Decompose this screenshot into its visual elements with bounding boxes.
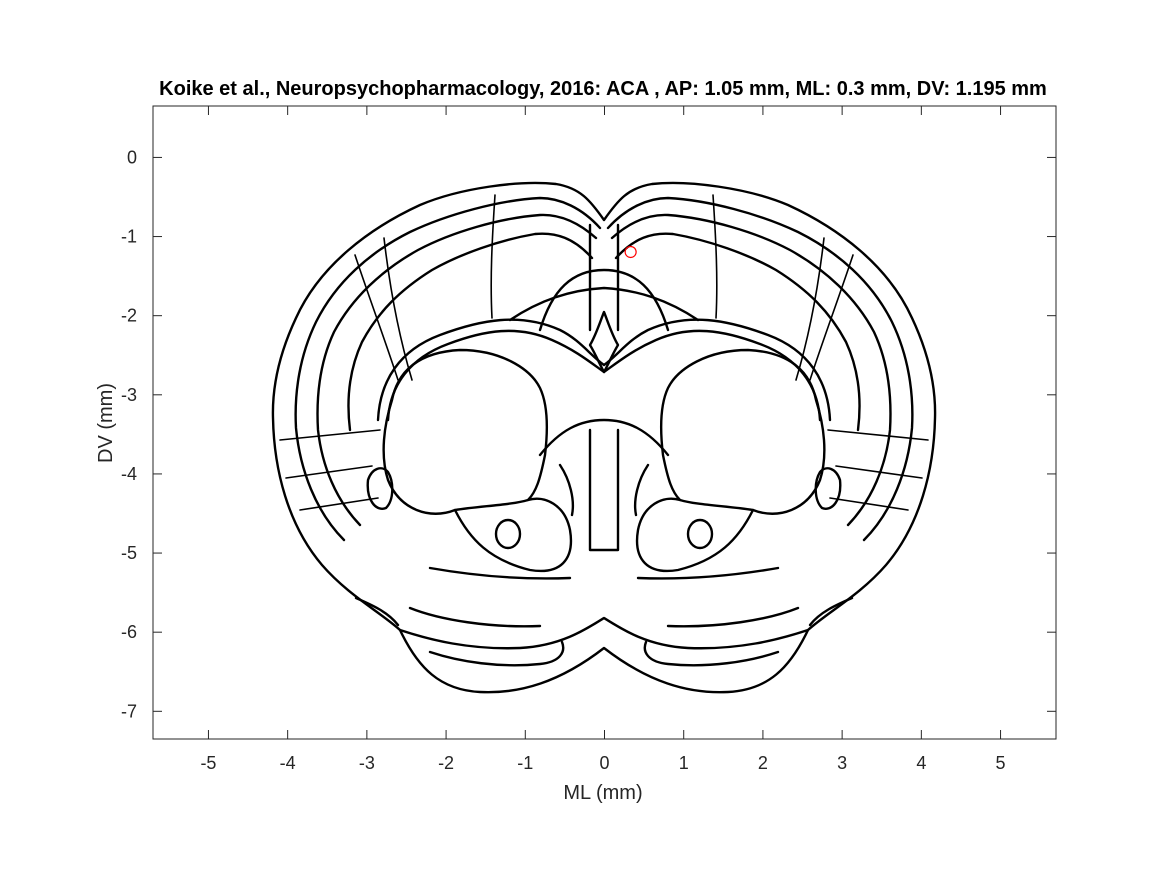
x-axis-label: ML (mm) [563,782,642,804]
x-tick-label: 5 [996,753,1006,773]
x-tick-label: 4 [916,753,926,773]
y-tick-label: -4 [121,464,137,484]
x-ticks: -5 -4 -3 -2 -1 0 1 2 3 4 5 [200,106,1006,773]
y-tick-label: 0 [127,147,137,167]
y-tick-label: -7 [121,701,137,721]
y-ticks: 0 -1 -2 -3 -4 -5 -6 -7 [121,147,1056,721]
x-tick-label: 3 [837,753,847,773]
plot-axes: -5 -4 -3 -2 -1 0 1 2 3 4 5 0 -1 -2 -3 -4 -5 -6 -7 [121,105,1057,773]
x-tick-label: 1 [679,753,689,773]
data-point [624,245,637,259]
y-tick-label: -3 [121,385,137,405]
x-tick-label: -4 [280,753,296,773]
y-tick-label: -5 [121,543,137,563]
y-tick-label: -6 [121,622,137,642]
y-axis-label: DV (mm) [95,383,117,463]
axis-box [152,105,1057,740]
x-tick-label: -1 [517,753,533,773]
x-tick-label: 0 [599,753,609,773]
x-tick-label: -5 [200,753,216,773]
chart-title: Koike et al., Neuropsychopharmacology, 2… [159,78,1047,100]
x-tick-label: -3 [359,753,375,773]
x-tick-label: -2 [438,753,454,773]
y-tick-label: -2 [121,306,137,326]
brain-atlas-outline [271,181,937,694]
x-tick-label: 2 [758,753,768,773]
data-points [624,245,637,259]
y-tick-label: -1 [121,227,137,247]
